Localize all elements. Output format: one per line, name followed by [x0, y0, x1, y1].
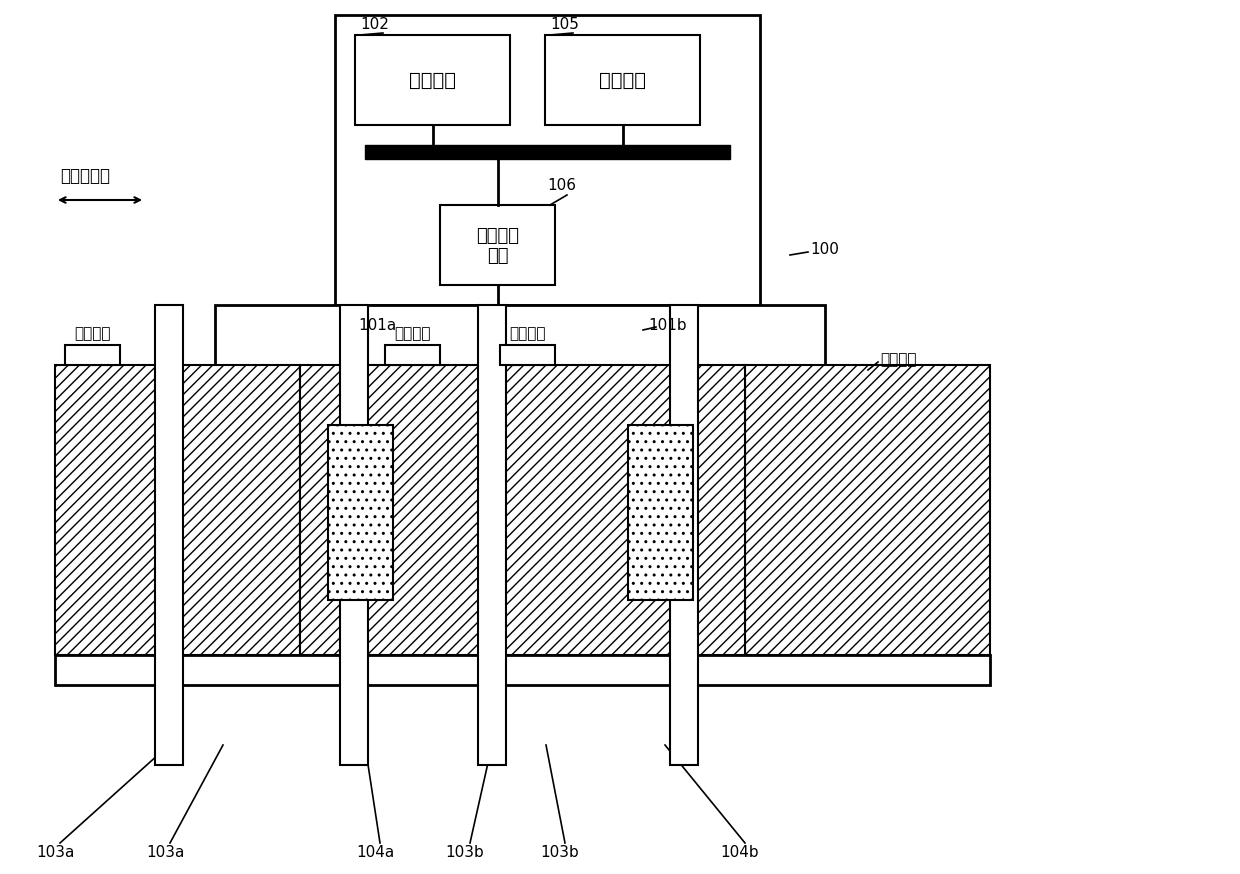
- Text: 104a: 104a: [356, 845, 394, 860]
- Bar: [440, 205, 556, 285]
- Text: 100: 100: [810, 242, 839, 258]
- Bar: [365, 145, 730, 159]
- Bar: [355, 35, 510, 125]
- Text: 102: 102: [360, 17, 389, 32]
- Bar: [55, 365, 300, 655]
- Text: 103a: 103a: [36, 845, 74, 860]
- Text: 105: 105: [551, 17, 579, 32]
- Bar: [670, 305, 698, 765]
- Text: 标识识别: 标识识别: [476, 227, 520, 245]
- Bar: [546, 35, 701, 125]
- Text: 103b: 103b: [541, 845, 579, 860]
- Text: 模块: 模块: [487, 247, 508, 265]
- Bar: [745, 365, 990, 655]
- Bar: [155, 305, 184, 765]
- Text: 104b: 104b: [720, 845, 759, 860]
- Bar: [340, 305, 368, 765]
- Text: 101b: 101b: [649, 317, 687, 332]
- Text: 待测管道: 待测管道: [880, 352, 916, 367]
- Text: 引导标识: 引导标识: [74, 326, 110, 341]
- Bar: [300, 365, 745, 655]
- Text: 引导标识: 引导标识: [394, 326, 430, 341]
- Bar: [500, 345, 556, 365]
- Bar: [384, 345, 440, 365]
- Text: 通讯模块: 通讯模块: [599, 71, 646, 89]
- Text: 103a: 103a: [146, 845, 185, 860]
- Bar: [64, 345, 120, 365]
- Text: 106: 106: [547, 178, 577, 193]
- Bar: [55, 655, 990, 685]
- Bar: [335, 15, 760, 305]
- Bar: [477, 305, 506, 765]
- Text: 可移动方向: 可移动方向: [60, 167, 110, 185]
- Text: 控制模块: 控制模块: [409, 71, 456, 89]
- Text: 101a: 101a: [358, 317, 397, 332]
- Bar: [329, 425, 393, 600]
- Bar: [627, 425, 693, 600]
- Text: 103b: 103b: [445, 845, 485, 860]
- Text: 引导标识: 引导标识: [510, 326, 546, 341]
- Bar: [215, 305, 825, 365]
